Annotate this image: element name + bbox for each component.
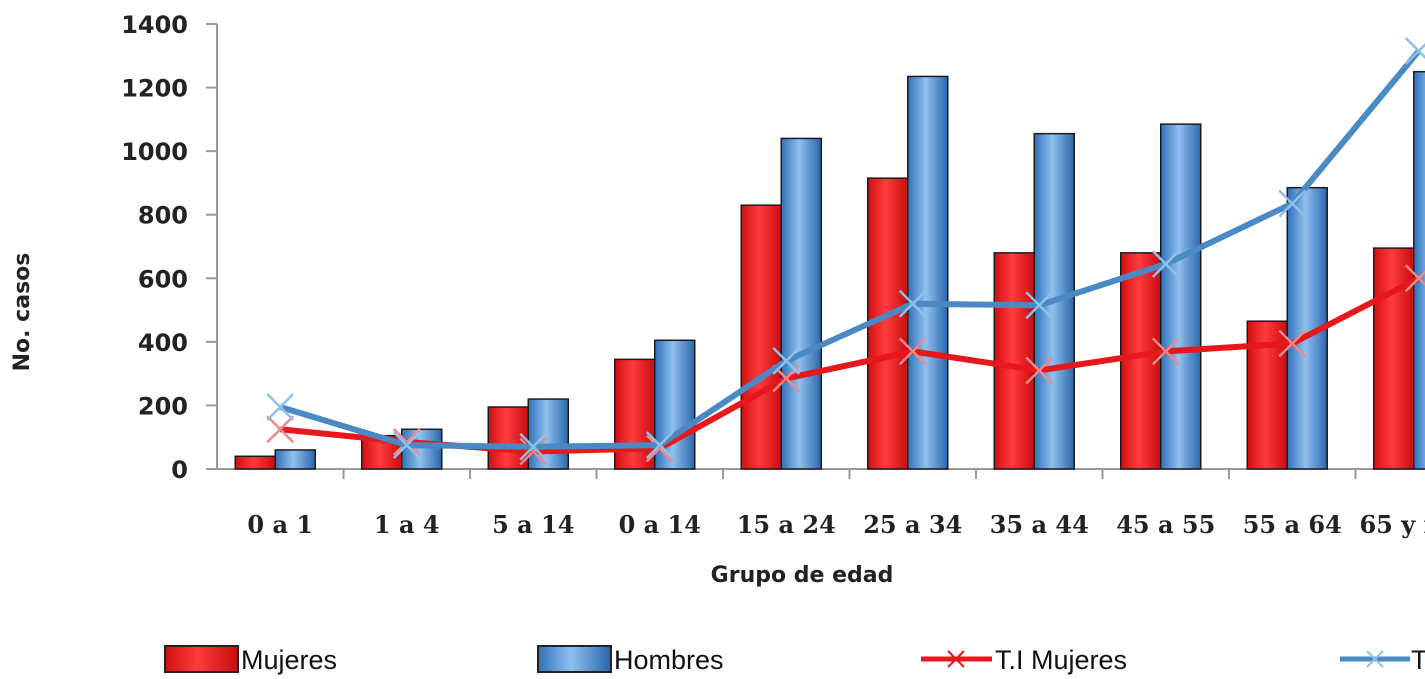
bar-hombres	[907, 75, 949, 470]
legend-marker-ti-hombres	[1366, 650, 1384, 668]
bar-mujeres	[487, 406, 529, 470]
marker-t-i-hombres	[1404, 37, 1425, 65]
y-tick-label: 800	[138, 202, 188, 230]
x-tick-label: 5 a 14	[492, 510, 574, 539]
legend-label-mujeres: Mujeres	[241, 645, 337, 675]
x-axis-ticks: 0 a 1 1 a 4 5 a 14 0 a 14 15 a 24 25 a 34 35 a…	[247, 469, 1425, 539]
bar-mujeres	[614, 358, 656, 470]
marker-t-i-mujeres	[519, 437, 548, 466]
y-axis-ticks: 0 200 400 600 800 1000 1200 1400	[121, 11, 217, 484]
bar-mujeres	[740, 204, 782, 470]
bar-hombres	[527, 398, 569, 470]
marker-t-i-mujeres	[266, 415, 295, 444]
x-tick-label: 0 a 1	[247, 510, 313, 539]
y-tick-label: 200	[138, 392, 188, 420]
legend-item-ti-mujeres[interactable]: T.I Mujeres	[921, 645, 1127, 675]
marker-t-i-hombres	[1151, 250, 1180, 278]
marker-t-i-mujeres	[392, 428, 421, 456]
y-tick-label: 0	[171, 456, 188, 484]
legend-marker-ti-mujeres	[947, 650, 965, 668]
marker-t-i-hombres	[266, 393, 295, 421]
legend-label-ti-mujeres: T.I Mujeres	[995, 645, 1127, 675]
marker-t-i-hombres	[519, 432, 548, 461]
legend-item-mujeres[interactable]: Mujeres	[164, 645, 337, 675]
bar-hombres	[1160, 123, 1202, 470]
line-t-i-hombres	[279, 49, 1422, 450]
marker-t-i-hombres	[392, 431, 421, 460]
y-tick-label: 1000	[121, 138, 188, 166]
legend-item-hombres[interactable]: Hombres	[537, 645, 724, 675]
legend-label-ti-hombres: T.I Hombres	[1411, 645, 1425, 675]
marker-t-i-hombres	[772, 347, 801, 375]
marker-t-i-mujeres	[898, 337, 927, 366]
bar-mujeres	[1120, 252, 1162, 470]
x-axis-title: Grupo de edad	[711, 563, 894, 588]
bar-series	[234, 70, 1425, 470]
y-tick-label: 600	[138, 265, 188, 293]
x-tick-label: 55 a 64	[1243, 510, 1342, 539]
marker-t-i-hombres	[645, 431, 674, 460]
legend-item-ti-hombres[interactable]: T.I Hombres	[1340, 645, 1425, 675]
x-tick-label: 1 a 4	[374, 510, 440, 539]
x-tick-label: 15 a 24	[737, 510, 836, 539]
marker-t-i-mujeres	[1278, 329, 1307, 358]
bar-hombres	[274, 449, 316, 470]
marker-t-i-mujeres	[1151, 337, 1180, 366]
bar-mujeres	[234, 455, 276, 470]
x-tick-label: 35 a 44	[990, 510, 1089, 539]
y-tick-label: 1200	[121, 75, 188, 103]
x-tick-label: 65 y más	[1359, 510, 1425, 539]
y-tick-label: 400	[138, 329, 188, 357]
legend-swatch-mujeres	[164, 645, 239, 673]
x-tick-label: 0 a 14	[619, 510, 701, 539]
line-series	[266, 37, 1425, 466]
marker-t-i-hombres	[898, 289, 927, 318]
bar-mujeres	[993, 252, 1035, 470]
bar-hombres	[1413, 70, 1425, 470]
y-axis-title: No. casos	[10, 253, 35, 372]
legend: Mujeres Hombres T.I Mujeres T.I Hombres	[164, 645, 1425, 675]
marker-t-i-hombres	[1025, 291, 1054, 320]
y-tick-label: 1400	[121, 11, 188, 39]
marker-t-i-mujeres	[1025, 356, 1054, 385]
x-tick-label: 25 a 34	[863, 510, 962, 539]
x-tick-label: 45 a 55	[1116, 510, 1215, 539]
marker-t-i-hombres	[1278, 189, 1307, 218]
bar-hombres	[780, 137, 822, 470]
legend-label-hombres: Hombres	[614, 645, 724, 675]
legend-swatch-hombres	[537, 645, 612, 673]
marker-t-i-mujeres	[1404, 264, 1425, 293]
bar-hombres	[401, 428, 443, 470]
